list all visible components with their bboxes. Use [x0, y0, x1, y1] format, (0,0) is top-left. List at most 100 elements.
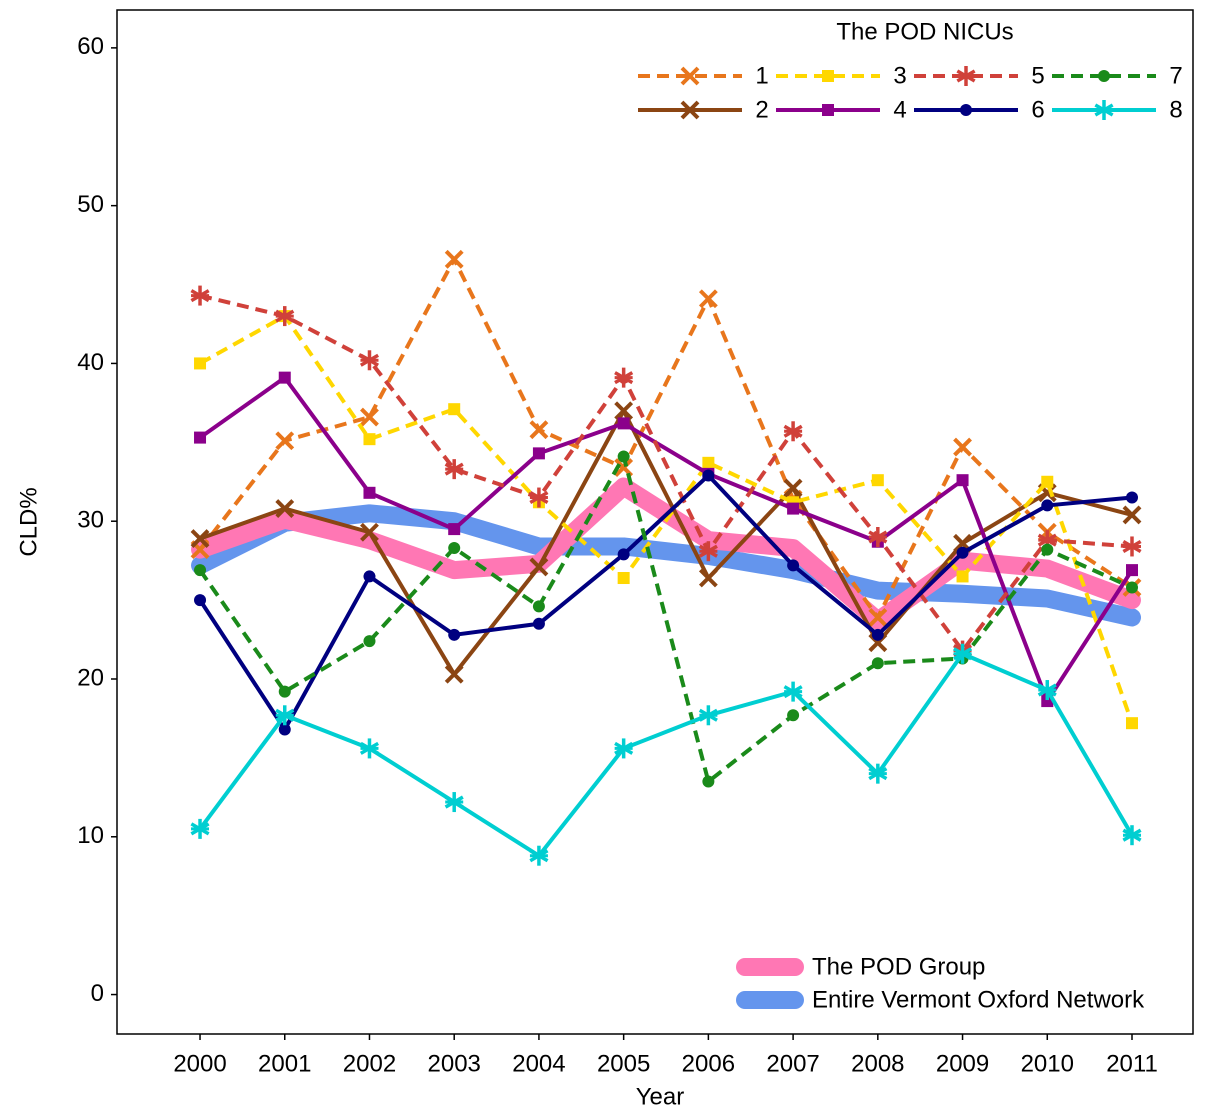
marker	[1041, 543, 1054, 556]
x-tick-label: 2008	[851, 1050, 904, 1077]
marker-shape	[448, 628, 461, 641]
marker	[871, 657, 884, 670]
x-tick-label: 2010	[1021, 1050, 1074, 1077]
marker-shape	[1125, 564, 1138, 577]
marker-stroke	[444, 249, 464, 269]
marker	[360, 522, 379, 542]
marker	[194, 564, 207, 577]
marker	[275, 431, 295, 451]
marker	[868, 526, 888, 547]
x-tick-label: 2007	[766, 1050, 819, 1077]
marker	[359, 738, 380, 759]
marker	[702, 456, 715, 469]
marker	[822, 104, 834, 116]
marker-shape	[956, 546, 969, 559]
plot-frame	[116, 9, 1194, 1035]
marker	[444, 664, 464, 684]
marker	[960, 104, 972, 116]
series-line	[198, 651, 1134, 858]
legend-label: The POD Group	[812, 953, 985, 980]
marker	[614, 367, 634, 388]
marker	[680, 66, 700, 86]
marker-stroke	[953, 437, 972, 457]
marker	[190, 285, 210, 306]
x-axis-label: Year	[636, 1083, 685, 1110]
marker	[448, 523, 461, 536]
marker-stroke	[360, 407, 379, 427]
marker-shape	[871, 657, 884, 670]
marker-shape	[787, 502, 800, 515]
marker	[698, 289, 718, 309]
legend-label: 8	[1169, 96, 1182, 123]
marker-shape	[1041, 543, 1054, 556]
marker-shape	[956, 570, 969, 583]
marker-shape	[448, 403, 461, 416]
marker-shape	[448, 523, 461, 536]
marker	[787, 709, 800, 722]
series-line	[199, 314, 1134, 724]
x-tick-label: 2002	[343, 1050, 396, 1077]
x-tick-label: 2001	[258, 1050, 311, 1077]
legend-label: 1	[755, 62, 768, 89]
marker	[363, 635, 376, 648]
marker	[278, 685, 291, 698]
marker-stroke	[680, 100, 700, 120]
marker	[194, 357, 207, 370]
y-tick-label: 20	[77, 664, 104, 691]
marker	[617, 572, 630, 585]
marker-shape	[363, 433, 376, 446]
marker	[783, 681, 803, 702]
marker-shape	[871, 628, 884, 641]
band-line	[191, 504, 1141, 627]
marker-shape	[702, 456, 715, 469]
marker-stroke	[275, 499, 295, 519]
marker-stroke	[953, 533, 972, 553]
marker	[956, 570, 969, 583]
marker	[532, 617, 545, 630]
marker	[529, 420, 549, 440]
marker	[1037, 680, 1057, 701]
marker	[1041, 499, 1054, 512]
marker	[822, 70, 834, 82]
marker	[275, 705, 295, 726]
marker-shape	[194, 431, 207, 444]
y-tick-label: 0	[91, 980, 104, 1007]
y-axis-label: CLD%	[15, 487, 42, 556]
marker	[1122, 505, 1142, 525]
marker-stroke	[614, 401, 634, 421]
marker	[363, 486, 376, 499]
marker	[956, 546, 969, 559]
marker	[1094, 100, 1114, 120]
marker-shape	[278, 723, 291, 736]
marker-shape	[1125, 581, 1138, 594]
marker	[1041, 475, 1054, 488]
marker	[1125, 564, 1138, 577]
marker-shape	[702, 775, 715, 788]
legend-label: 6	[1031, 96, 1044, 123]
legend-label: 5	[1031, 62, 1044, 89]
y-tick-label: 60	[77, 33, 104, 60]
marker	[614, 738, 634, 759]
marker	[1098, 70, 1110, 82]
marker	[448, 628, 461, 641]
marker-shape	[1098, 70, 1110, 82]
x-tick-label: 2004	[512, 1050, 565, 1077]
marker-stroke	[190, 529, 210, 548]
marker	[532, 447, 545, 460]
marker	[360, 407, 379, 427]
marker	[617, 417, 630, 430]
marker	[275, 306, 295, 327]
marker	[617, 548, 630, 561]
marker-shape	[617, 417, 630, 430]
series-line	[198, 257, 1134, 620]
marker-stroke	[783, 478, 803, 498]
marker	[702, 775, 715, 788]
marker	[444, 459, 464, 480]
marker	[868, 763, 888, 784]
marker	[680, 100, 700, 120]
x-tick-label: 2000	[173, 1050, 226, 1077]
marker-shape	[532, 600, 545, 613]
marker-shape	[363, 635, 376, 648]
marker	[871, 474, 884, 487]
marker-stroke	[698, 568, 718, 588]
